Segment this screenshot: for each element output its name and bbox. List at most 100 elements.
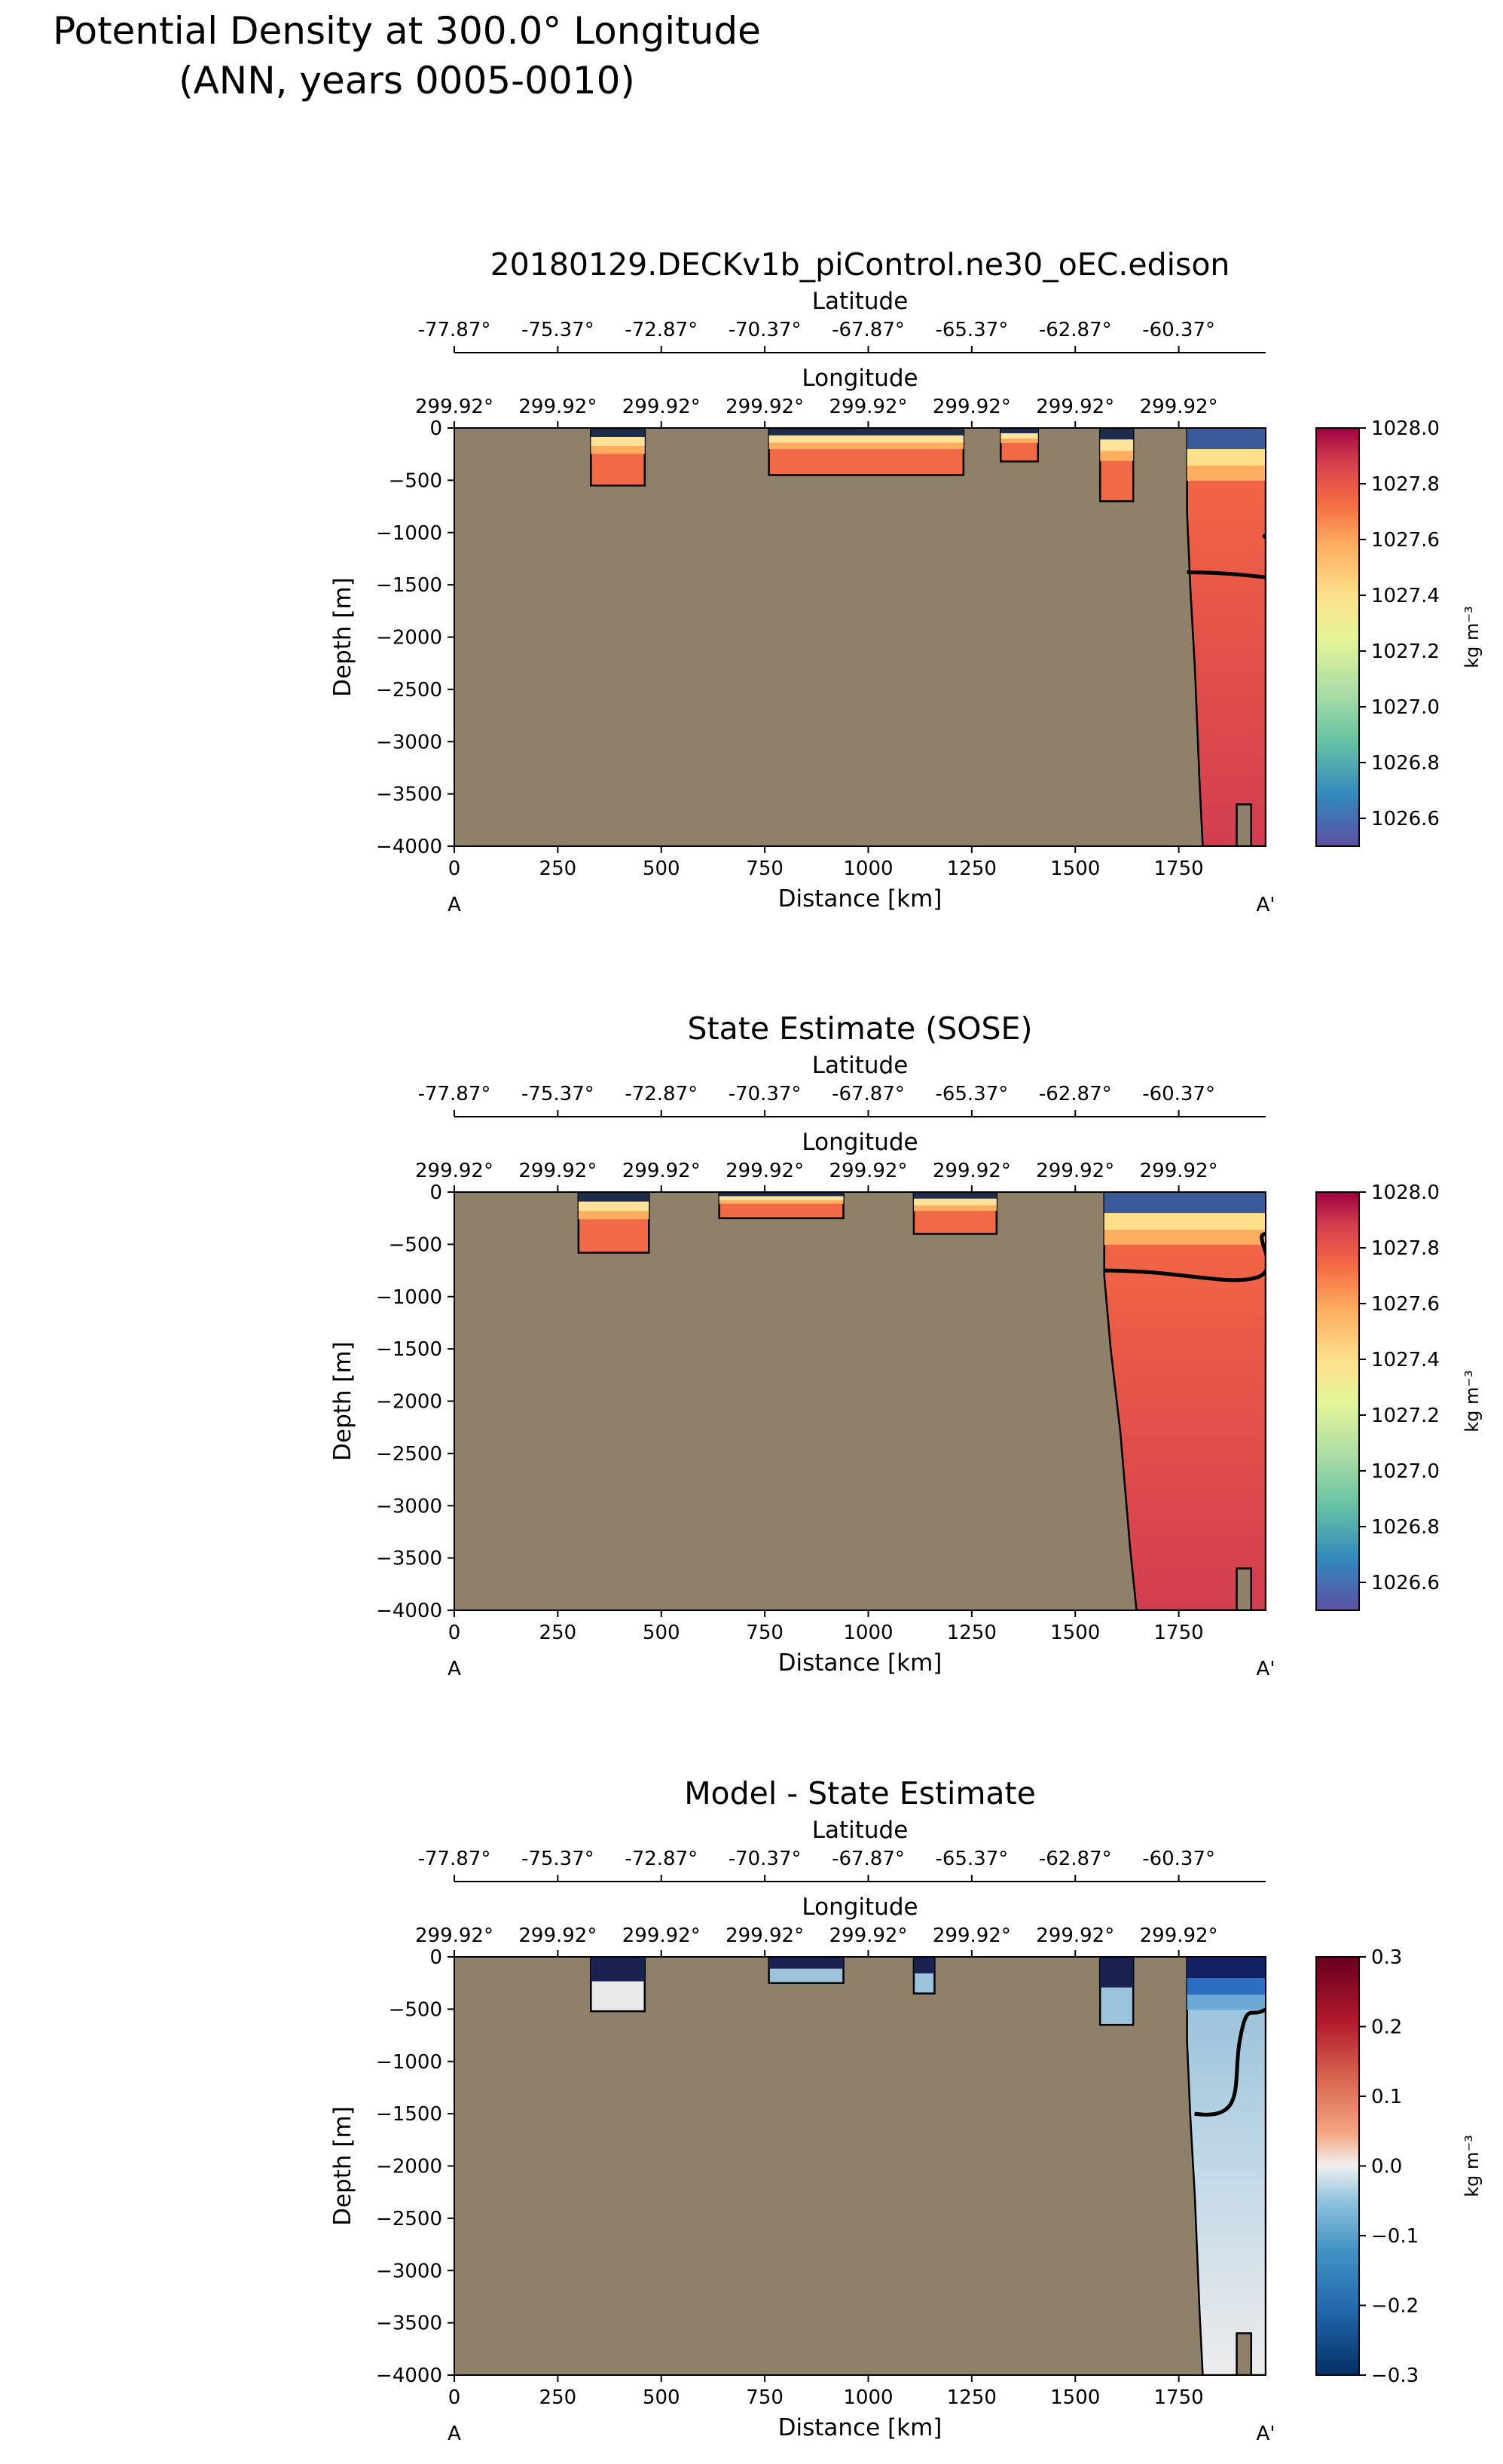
section-end-label: A' xyxy=(1257,894,1275,916)
colorbar-tick-label: 1027.8 xyxy=(1371,473,1440,496)
lat-tick-label: -72.87° xyxy=(625,319,698,341)
lon-tick-label: 299.92° xyxy=(933,1924,1011,1947)
colorbar-tick-label: 1026.6 xyxy=(1371,808,1440,830)
lat-tick-label: -70.37° xyxy=(729,1848,802,1870)
y-axis-label: Depth [m] xyxy=(329,1341,356,1461)
lon-tick-label: 299.92° xyxy=(829,396,907,418)
contour-line xyxy=(1194,2007,1266,2117)
x-tick-label: 250 xyxy=(539,2386,577,2409)
water-region xyxy=(1000,428,1040,463)
lon-tick-label: 299.92° xyxy=(622,1924,701,1947)
lon-tick-label: 299.92° xyxy=(518,1160,597,1182)
lat-tick-label: -62.87° xyxy=(1039,1083,1112,1105)
lat-tick-label: -75.37° xyxy=(521,319,594,341)
lon-tick-label: 299.92° xyxy=(1036,1160,1114,1182)
y-tick-label: −2500 xyxy=(376,679,442,702)
contour-line xyxy=(1104,1232,1266,1282)
y-axis-label: Depth [m] xyxy=(329,577,356,697)
lon-tick-label: 299.92° xyxy=(1140,1160,1218,1182)
colorbar-tick-label: 0.0 xyxy=(1371,2156,1402,2178)
section-end-label: A' xyxy=(1257,2423,1275,2445)
x-tick-label: 750 xyxy=(746,858,784,880)
panel-title: State Estimate (SOSE) xyxy=(688,1010,1033,1047)
x-tick-label: 500 xyxy=(643,858,680,880)
lon-tick-label: 299.92° xyxy=(726,396,804,418)
y-tick-label: −3500 xyxy=(376,784,442,806)
colorbar: 1028.0 1027.8 1027.6 1027.4 1027.2 1027.0 1026… xyxy=(1315,417,1483,847)
y-tick-label: −4000 xyxy=(376,2365,442,2387)
y-tick-label: −2000 xyxy=(376,627,442,650)
y-tick-label: −2000 xyxy=(376,2156,442,2178)
y-tick-label: −3500 xyxy=(376,1548,442,1570)
colorbar-tick-label: 1027.4 xyxy=(1371,1349,1440,1371)
x-tick-label: 750 xyxy=(746,2386,784,2409)
x-tick-label: 1750 xyxy=(1154,1622,1204,1644)
y-tick-label: −500 xyxy=(389,1234,442,1256)
x-tick-label: 250 xyxy=(539,1622,577,1644)
x-tick-label: 1750 xyxy=(1154,858,1204,880)
x-tick-label: 500 xyxy=(643,1622,680,1644)
lon-tick-label: 299.92° xyxy=(518,1924,597,1947)
lat-tick-label: -75.37° xyxy=(521,1083,594,1105)
colorbar-label: kg m⁻³ xyxy=(1462,606,1483,668)
lat-tick-label: -65.37° xyxy=(935,1848,1008,1870)
x-tick-label: 500 xyxy=(643,2386,680,2409)
panel-3: 0 250 500 750 1000 1250 1500 1750 Distance [km] A… xyxy=(329,1775,1483,2445)
water-region xyxy=(1103,1192,1266,1610)
x-tick-label: 1250 xyxy=(947,2386,997,2409)
lon-tick-label: 299.92° xyxy=(1140,1924,1218,1947)
y-tick-label: −2500 xyxy=(376,2208,442,2230)
y-tick-label: 0 xyxy=(429,1946,442,1969)
section-start-label: A xyxy=(448,2423,461,2445)
colorbar-tick-label: 1027.8 xyxy=(1371,1237,1440,1260)
colorbar-tick-label: −0.1 xyxy=(1371,2225,1419,2248)
colorbar-tick-label: 1027.2 xyxy=(1371,1405,1440,1427)
colorbar-tick-label: 1027.6 xyxy=(1371,1293,1440,1316)
y-tick-label: −3000 xyxy=(376,1495,442,1518)
figure-title-line2: (ANN, years 0005-0010) xyxy=(179,59,635,102)
lon-tick-label: 299.92° xyxy=(1140,396,1218,418)
x-tick-label: 1000 xyxy=(843,1622,893,1644)
x-tick-label: 0 xyxy=(448,2386,461,2409)
panel-2: 0 250 500 750 1000 1250 1500 1750 Distance [km] A… xyxy=(329,1010,1483,1680)
lat-tick-label: -75.37° xyxy=(521,1848,594,1870)
lat-tick-label: -72.87° xyxy=(625,1848,698,1870)
lat-tick-label: -77.87° xyxy=(418,1083,491,1105)
y-tick-label: −3500 xyxy=(376,2313,442,2335)
land-mask xyxy=(454,428,1266,846)
colorbar-tick-label: 0.2 xyxy=(1371,2016,1402,2039)
colorbar-tick-label: 1027.6 xyxy=(1371,529,1440,552)
water-region xyxy=(912,1957,936,1995)
lon-axis-label: Longitude xyxy=(802,365,918,392)
lat-tick-label: -77.87° xyxy=(418,319,491,341)
section-start-label: A xyxy=(448,1658,461,1680)
y-axis-label: Depth [m] xyxy=(329,2106,356,2226)
lon-tick-label: 299.92° xyxy=(829,1160,907,1182)
lat-tick-label: -70.37° xyxy=(729,319,802,341)
y-tick-label: 0 xyxy=(429,1182,442,1204)
x-tick-label: 1500 xyxy=(1050,2386,1100,2409)
y-tick-label: −3000 xyxy=(376,731,442,754)
water-region xyxy=(768,1957,845,1984)
y-tick-label: −1000 xyxy=(376,2051,442,2074)
x-tick-label: 0 xyxy=(448,1622,461,1644)
x-axis-label: Distance [km] xyxy=(778,1649,942,1677)
y-tick-label: −2500 xyxy=(376,1443,442,1466)
colorbar-label: kg m⁻³ xyxy=(1462,2135,1483,2197)
y-tick-label: −1000 xyxy=(376,522,442,545)
lat-tick-label: -62.87° xyxy=(1039,1848,1112,1870)
y-tick-label: −500 xyxy=(389,469,442,492)
water-region xyxy=(912,1192,998,1235)
x-tick-label: 0 xyxy=(448,858,461,880)
x-axis-label: Distance [km] xyxy=(778,2414,942,2441)
colorbar-tick-label: −0.2 xyxy=(1371,2295,1419,2318)
lat-tick-label: -60.37° xyxy=(1142,1083,1215,1105)
lat-axis-label: Latitude xyxy=(812,288,909,315)
x-axis-label: Distance [km] xyxy=(778,885,942,913)
y-tick-label: 0 xyxy=(429,417,442,440)
lat-tick-label: -67.87° xyxy=(832,1083,905,1105)
x-tick-label: 1000 xyxy=(843,2386,893,2409)
lon-tick-label: 299.92° xyxy=(1036,1924,1114,1947)
lon-tick-label: 299.92° xyxy=(933,1160,1011,1182)
